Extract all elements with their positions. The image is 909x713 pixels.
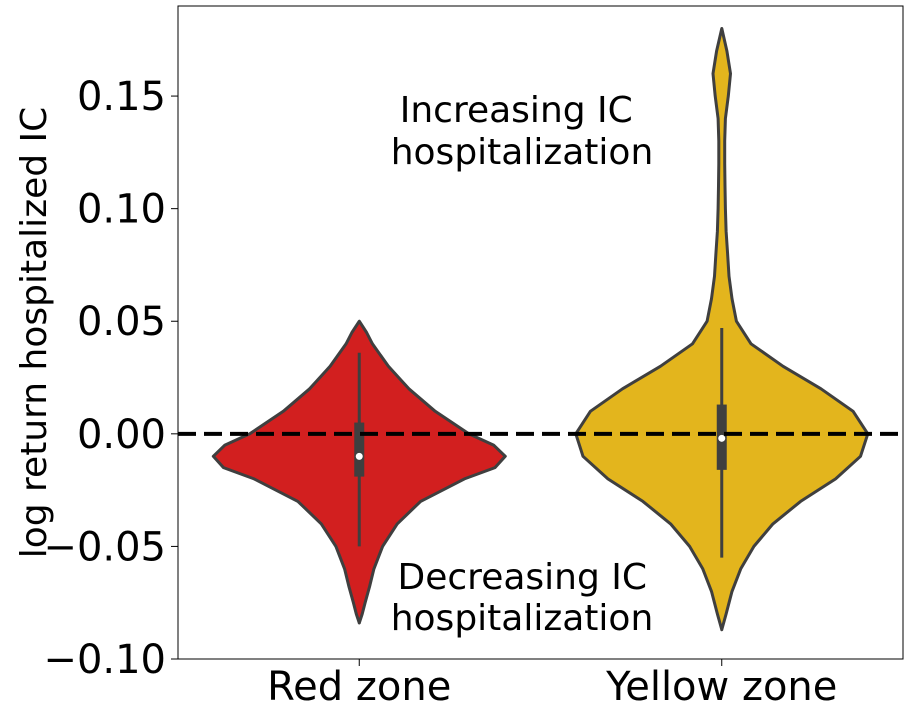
- violins-layer: [211, 27, 870, 632]
- x-tick-label: Yellow zone: [605, 664, 837, 710]
- median-point-1: [718, 434, 726, 442]
- annotations: Increasing IC hospitalization Decreasing…: [391, 90, 659, 639]
- y-tick-label: −0.10: [43, 637, 166, 683]
- y-axis-label: log return hospitalized IC: [14, 107, 55, 559]
- median-point-0: [355, 452, 363, 460]
- x-axis: Red zone Yellow zone: [267, 659, 837, 710]
- iqr-box-0: [354, 422, 365, 477]
- y-tick-label: −0.05: [43, 524, 166, 570]
- annotation-increasing: Increasing IC hospitalization: [391, 90, 654, 173]
- y-tick-label: 0.00: [77, 412, 166, 458]
- y-tick-label: 0.10: [77, 187, 166, 233]
- annotation-decreasing: Decreasing IC hospitalization: [391, 557, 659, 639]
- x-tick-label: Red zone: [267, 664, 451, 710]
- y-tick-label: 0.05: [77, 299, 166, 345]
- plot-frame: [177, 5, 904, 660]
- y-axis: −0.10 −0.05 0.00 0.05 0.10 0.15: [43, 74, 178, 683]
- y-tick-label: 0.15: [77, 74, 166, 120]
